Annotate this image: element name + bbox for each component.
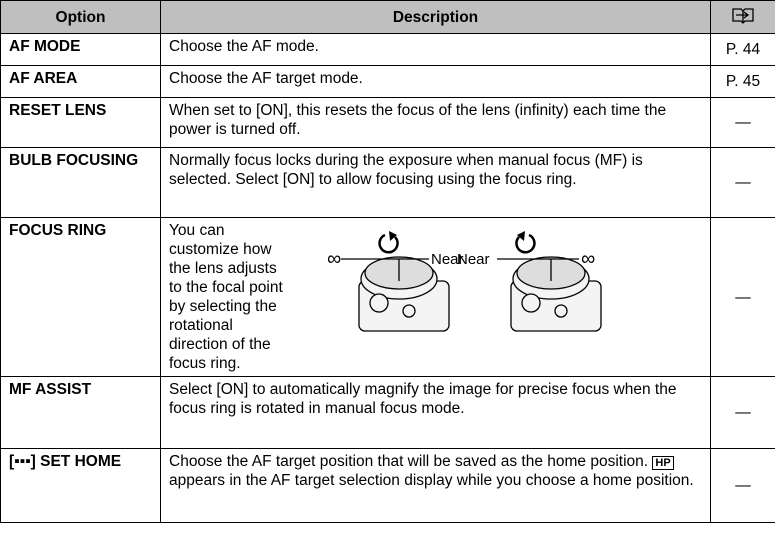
row: RESET LENS When set to [ON], this resets… (0, 97, 775, 148)
settings-table: Option Description AF MODE Choose the AF… (0, 0, 775, 523)
description: Choose the AF target mode. (160, 65, 711, 98)
illustration-label: Near (457, 251, 490, 268)
description: Choose the AF mode. (160, 33, 711, 66)
ref: P. 45 (710, 65, 775, 98)
ref: — (710, 376, 775, 449)
row: FOCUS RING You can customize how the len… (0, 217, 775, 377)
ref: — (710, 97, 775, 148)
row: AF AREA Choose the AF target mode. P. 45 (0, 65, 775, 98)
row: BULB FOCUSING Normally focus locks durin… (0, 147, 775, 218)
description: You can customize how the lens adjusts t… (169, 222, 283, 372)
page-ref-icon (732, 7, 754, 24)
description-cell: You can customize how the lens adjusts t… (160, 217, 711, 377)
option: BULB FOCUSING (0, 147, 161, 218)
illustration-label: ∞ (327, 248, 341, 270)
option: FOCUS RING (0, 217, 161, 377)
row: MF ASSIST Select [ON] to automatically m… (0, 376, 775, 449)
illustration-label: Near (431, 251, 464, 268)
description: Select [ON] to automatically magnify the… (160, 376, 711, 449)
option: [▪▪▪] SET HOME (0, 448, 161, 523)
row: AF MODE Choose the AF mode. P. 44 (0, 33, 775, 66)
header-cell: Option (0, 0, 161, 34)
focus-ring-content: You can customize how the lens adjusts t… (169, 221, 702, 373)
illustration-label: ∞ (581, 248, 595, 270)
description: appears in the AF target selection displ… (169, 472, 694, 489)
option: AF MODE (0, 33, 161, 66)
option: RESET LENS (0, 97, 161, 148)
description: When set to [ON], this resets the focus … (160, 97, 711, 148)
description: Normally focus locks during the exposure… (160, 147, 711, 218)
ref: — (710, 147, 775, 218)
description-cell: Choose the AF target position that will … (160, 448, 711, 523)
header-icon-cell (710, 0, 775, 34)
option: MF ASSIST (0, 376, 161, 449)
option: AF AREA (0, 65, 161, 98)
hp-icon: HP (652, 456, 674, 470)
ref: — (710, 217, 775, 377)
row: [▪▪▪] SET HOME Choose the AF target posi… (0, 448, 775, 523)
ref: P. 44 (710, 33, 775, 66)
header-cell: Description (160, 0, 711, 34)
description: Choose the AF target position that will … (169, 453, 649, 470)
header-row: Option Description (0, 0, 775, 34)
focus-ring-illustration: ∞ Near Near ∞ (327, 231, 602, 332)
ref: — (710, 448, 775, 523)
